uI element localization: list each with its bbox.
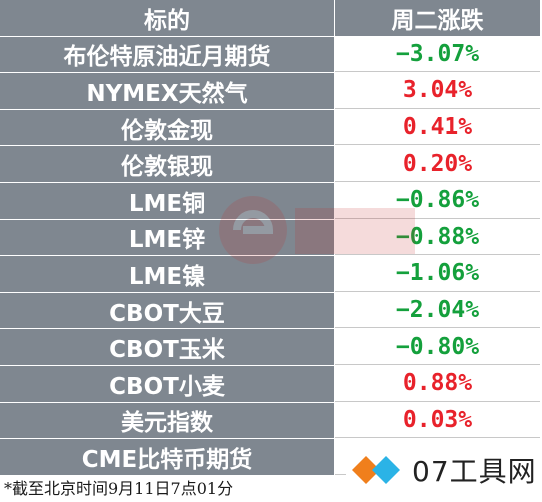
asset-name: LME锌 <box>0 219 335 256</box>
site-logo: 07工具网 <box>346 440 542 500</box>
table-row: CBOT小麦 0.88% <box>0 365 540 403</box>
table-row: LME铜 −0.86% <box>0 182 540 220</box>
price-change: −0.88% <box>335 219 540 256</box>
asset-name: CBOT小麦 <box>0 365 335 402</box>
price-change: −0.86% <box>335 182 540 219</box>
table-row: 美元指数 0.03% <box>0 402 540 440</box>
table-row: LME镍 −1.06% <box>0 256 540 293</box>
table-row: CBOT玉米 −0.80% <box>0 329 540 366</box>
asset-name: 伦敦金现 <box>0 109 335 146</box>
asset-name: NYMEX天然气 <box>0 73 335 109</box>
logo-text: 07工具网 <box>412 455 537 488</box>
price-change: −2.04% <box>335 292 540 329</box>
footnote: *截至北京时间9月11日7点01分 <box>4 479 234 498</box>
table-body: 布伦特原油近月期货 −3.07% NYMEX天然气 3.04% 伦敦金现 0.41% 伦敦银… <box>0 36 540 476</box>
table-row: CBOT大豆 −2.04% <box>0 292 540 330</box>
price-change: 3.04% <box>335 73 540 109</box>
price-change: −1.06% <box>335 256 540 292</box>
asset-name: CME比特币期货 <box>0 439 335 475</box>
commodity-table: 标的 周二涨跌 布伦特原油近月期货 −3.07% NYMEX天然气 3.04% 伦敦金现… <box>0 0 540 476</box>
asset-name: CBOT大豆 <box>0 292 335 329</box>
table-row: 伦敦银现 0.20% <box>0 146 540 183</box>
price-change: 0.03% <box>335 402 540 439</box>
table-row: NYMEX天然气 3.04% <box>0 73 540 110</box>
table-row: LME锌 −0.88% <box>0 219 540 257</box>
asset-name: 伦敦银现 <box>0 146 335 182</box>
header-asset: 标的 <box>0 0 335 36</box>
asset-name: 美元指数 <box>0 402 335 439</box>
diamond-logo-icon <box>352 456 400 484</box>
price-change: 0.88% <box>335 365 540 402</box>
price-change: 0.20% <box>335 146 540 182</box>
asset-name: LME铜 <box>0 182 335 219</box>
price-change: −3.07% <box>335 36 540 73</box>
table-row: 伦敦金现 0.41% <box>0 109 540 147</box>
price-change: 0.41% <box>335 109 540 146</box>
price-change: −0.80% <box>335 329 540 365</box>
table-header: 标的 周二涨跌 <box>0 0 540 37</box>
asset-name: CBOT玉米 <box>0 329 335 365</box>
header-change: 周二涨跌 <box>335 0 540 36</box>
table-row: 布伦特原油近月期货 −3.07% <box>0 36 540 74</box>
asset-name: 布伦特原油近月期货 <box>0 36 335 73</box>
asset-name: LME镍 <box>0 256 335 292</box>
